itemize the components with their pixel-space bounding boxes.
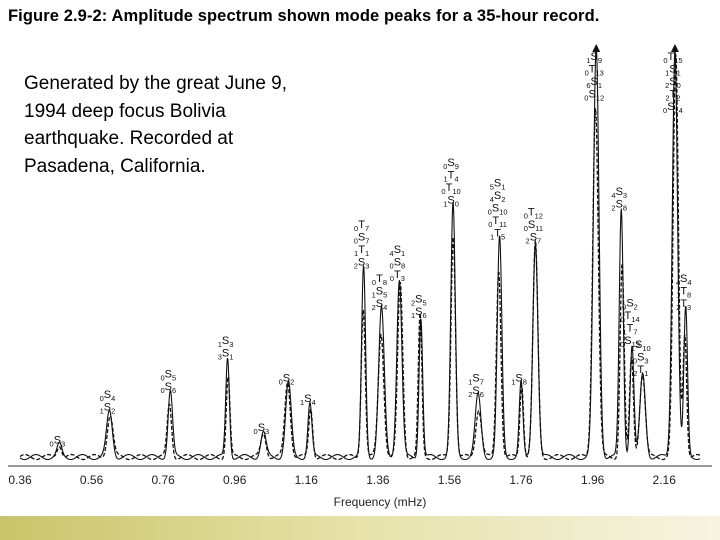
x-tick-label: 0.36 — [8, 473, 32, 487]
peak-mode-label: 0S10 — [488, 203, 508, 217]
peak-arrow-icon — [670, 44, 679, 52]
peak-mode-label: 0S3 — [633, 352, 649, 366]
spectrum-line-dashed — [19, 54, 701, 461]
peak-mode-label: 1T8 — [676, 285, 691, 299]
peak-mode-label: 1S10 — [631, 339, 651, 353]
peak-mode-label: 2T3 — [676, 298, 691, 312]
peak-mode-label: 4S4 — [676, 273, 692, 287]
peak-mode-label: 0S5 — [160, 368, 176, 382]
peak-mode-label: 3S1 — [218, 348, 234, 362]
caption-line: Pasadena, California. — [24, 155, 206, 177]
peak-mode-label: 2S7 — [526, 232, 542, 246]
peak-mode-label: 0S14 — [663, 101, 683, 115]
peak-mode-label: 2S3 — [354, 257, 370, 271]
peak-mode-label: 0T8 — [372, 273, 387, 287]
peak-mode-label: 1T7 — [622, 323, 637, 337]
peak-mode-label: 2S8 — [611, 199, 627, 213]
x-tick-label: 1.56 — [438, 473, 462, 487]
peak-mode-label: 1S9 — [586, 51, 602, 65]
peak-mode-label: 2S6 — [468, 385, 484, 399]
peak-mode-label: 5S1 — [490, 178, 506, 192]
peak-mode-label: 2S5 — [411, 294, 427, 308]
peak-mode-label: 1S6 — [411, 306, 427, 320]
peak-mode-label: 0T12 — [524, 207, 543, 221]
x-tick-label: 1.36 — [366, 473, 390, 487]
peak-mode-label: 4S3 — [611, 186, 627, 200]
spectrum-lines — [19, 44, 701, 461]
peak-mode-label: 0S3 — [50, 435, 66, 449]
slide-title: Figure 2.9-2: Amplitude spectrum shown m… — [8, 7, 600, 25]
peak-mode-label: 0T3 — [390, 269, 405, 283]
peak-mode-label: 0S13 — [620, 335, 640, 349]
x-tick-label: 1.16 — [295, 473, 319, 487]
peak-mode-label: 0S4 — [100, 389, 116, 403]
peak-mode-label: 2S4 — [372, 298, 388, 312]
peak-mode-label: 4S2 — [490, 190, 506, 204]
peak-mode-label: 2T1 — [633, 364, 648, 378]
peak-mode-label: 0S6 — [160, 381, 176, 395]
peak-labels: 0S30S41S20S50S61S33S10S30S21S40T70S71T12… — [50, 51, 692, 449]
peak-mode-label: 1S8 — [511, 372, 527, 386]
peak-arrow-icon — [592, 44, 601, 52]
peak-mode-label: 1S1 — [665, 64, 681, 78]
caption-line: Generated by the great June 9, — [24, 73, 288, 94]
peak-mode-label: 0S2 — [622, 298, 638, 312]
peak-mode-label: 0S9 — [443, 157, 459, 171]
x-tick-label: 2.16 — [653, 473, 677, 487]
x-tick-label: 0.96 — [223, 473, 247, 487]
x-tick-labels: 0.36 0.56 0.76 0.96 1.16 1.36 1.56 1.76 1.96 2.16 — [8, 473, 676, 487]
peak-mode-label: 0T15 — [663, 51, 682, 65]
peak-mode-label: 1S2 — [100, 401, 116, 415]
x-axis-label: Frequency (mHz) — [334, 495, 427, 509]
peak-mode-label: 2S0 — [665, 76, 681, 90]
peak-mode-label: 1T5 — [490, 228, 505, 242]
peak-mode-label: 4S1 — [390, 244, 406, 258]
peak-mode-label: 0T13 — [585, 64, 604, 78]
peak-mode-label: 0T14 — [620, 310, 639, 324]
caption-line: earthquake. Recorded at — [24, 128, 234, 149]
x-tick-label: 1.96 — [581, 473, 605, 487]
footer-bar — [0, 516, 720, 540]
peak-mode-label: 1S5 — [372, 285, 388, 299]
peak-mode-label: 0T10 — [441, 182, 460, 196]
caption-line: 1994 deep focus Bolivia — [24, 100, 226, 122]
peak-mode-label: 1S3 — [218, 335, 234, 349]
peak-mode-label: 0S11 — [524, 219, 543, 233]
peak-mode-label: 0T7 — [354, 219, 369, 233]
peak-mode-label: 0S3 — [254, 422, 270, 436]
peak-mode-label: 2T2 — [665, 89, 680, 103]
peak-mode-label: 0S7 — [354, 232, 370, 246]
caption-text: Generated by the great June 9, 1994 deep… — [24, 70, 364, 180]
x-tick-label: 0.56 — [80, 473, 104, 487]
x-tick-label: 0.76 — [151, 473, 175, 487]
peak-mode-label: 0T11 — [488, 215, 507, 229]
x-tick-label: 1.76 — [509, 473, 533, 487]
peak-mode-label: 0S8 — [390, 256, 406, 270]
peak-mode-label: 0S12 — [584, 89, 604, 103]
peak-mode-label: 1S4 — [300, 393, 316, 407]
peak-mode-label: 1S0 — [443, 194, 459, 208]
peak-mode-label: 1T1 — [354, 244, 369, 258]
peak-mode-label: 1S7 — [468, 372, 484, 386]
peak-mode-label: 6S1 — [586, 76, 602, 90]
peak-mode-label: 0S2 — [279, 372, 295, 386]
peak-mode-label: 1T4 — [444, 169, 459, 183]
